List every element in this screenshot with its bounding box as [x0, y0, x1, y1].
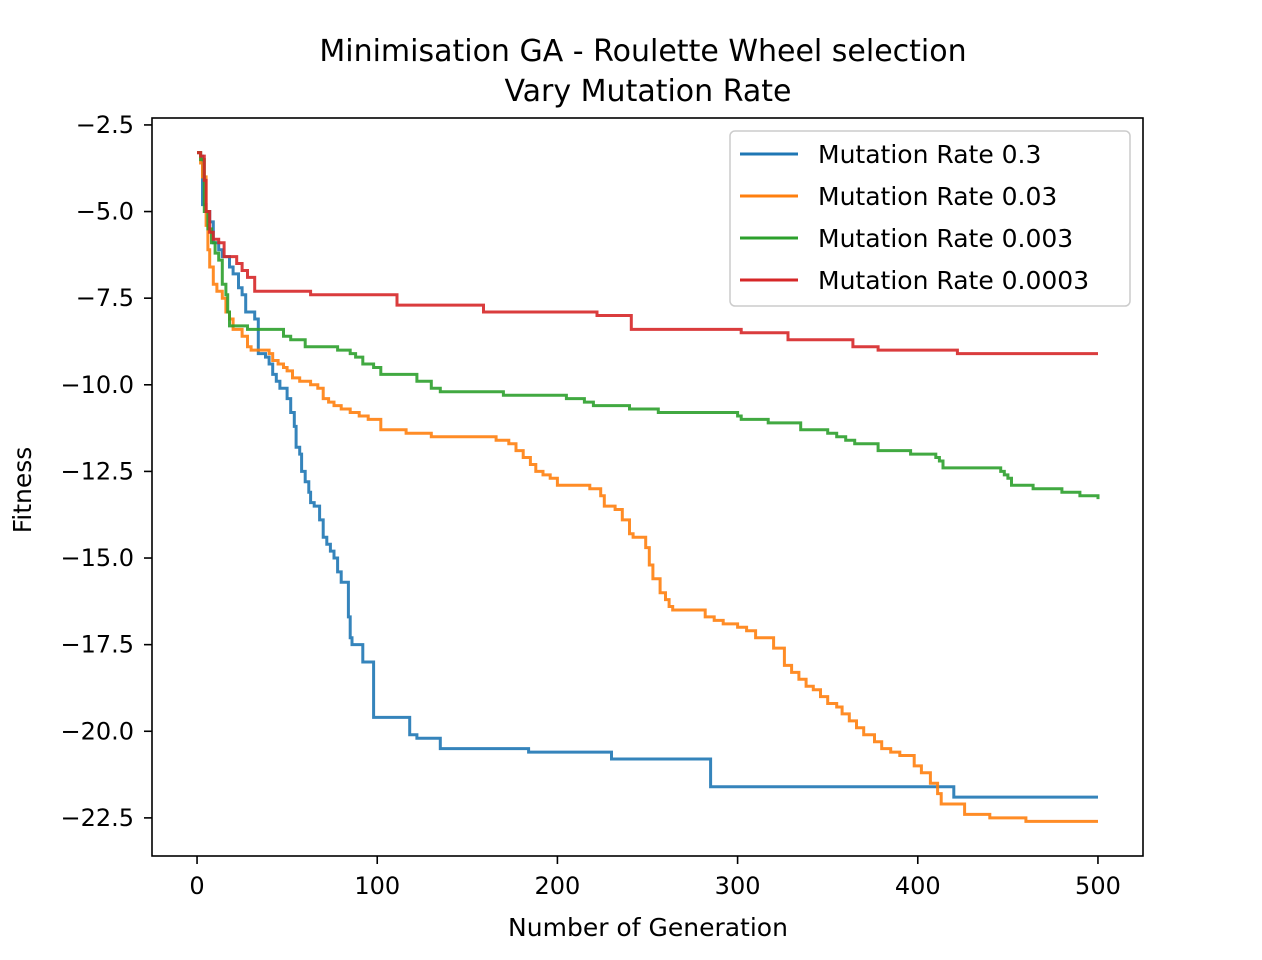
plot-frame: [151, 117, 1144, 857]
legend-label: Mutation Rate 0.3: [818, 140, 1041, 169]
x-tick-label: 100: [354, 872, 400, 900]
y-axis: −2.5 −5.0 −7.5 −10.0 −12.5 −15.0 −17.5 −20.0 −22…: [60, 111, 152, 832]
y-tick-label: −7.5: [76, 284, 134, 312]
legend-box: [729, 130, 1131, 307]
series-line-1: [197, 151, 1098, 823]
y-tick-label: −5.0: [76, 198, 134, 226]
x-tick-label: 400: [895, 872, 941, 900]
chart-title: Minimisation GA - Roulette Wheel selecti…: [319, 34, 966, 69]
chart-subtitle: Vary Mutation Rate: [504, 74, 791, 109]
y-tick-label: −17.5: [60, 631, 134, 659]
series-layer: [197, 151, 1100, 823]
x-axis: 0 100 200 300 400 500: [189, 856, 1121, 900]
series-line-3: [197, 151, 1098, 356]
x-tick-label: 0: [189, 872, 204, 900]
x-tick-label: 300: [715, 872, 761, 900]
x-axis-label: Number of Generation: [508, 913, 788, 942]
y-tick-label: −12.5: [60, 457, 134, 485]
series-line-2: [197, 151, 1100, 500]
y-tick-label: −10.0: [60, 371, 134, 399]
x-tick-label: 200: [535, 872, 581, 900]
y-axis-label: Fitness: [8, 447, 37, 534]
y-tick-label: −20.0: [60, 717, 134, 745]
legend-entries: Mutation Rate 0.3 Mutation Rate 0.03 Mutat…: [740, 140, 1089, 295]
y-tick-label: −2.5: [76, 111, 134, 139]
series-line-0: [197, 151, 1098, 799]
legend-label: Mutation Rate 0.003: [818, 224, 1073, 253]
x-tick-label: 500: [1075, 872, 1121, 900]
y-tick-label: −22.5: [60, 804, 134, 832]
chart-title-group: Minimisation GA - Roulette Wheel selecti…: [319, 34, 966, 109]
legend: Mutation Rate 0.3 Mutation Rate 0.03 Mutat…: [729, 130, 1131, 307]
y-tick-label: −15.0: [60, 544, 134, 572]
legend-label: Mutation Rate 0.0003: [818, 266, 1089, 295]
legend-label: Mutation Rate 0.03: [818, 182, 1057, 211]
